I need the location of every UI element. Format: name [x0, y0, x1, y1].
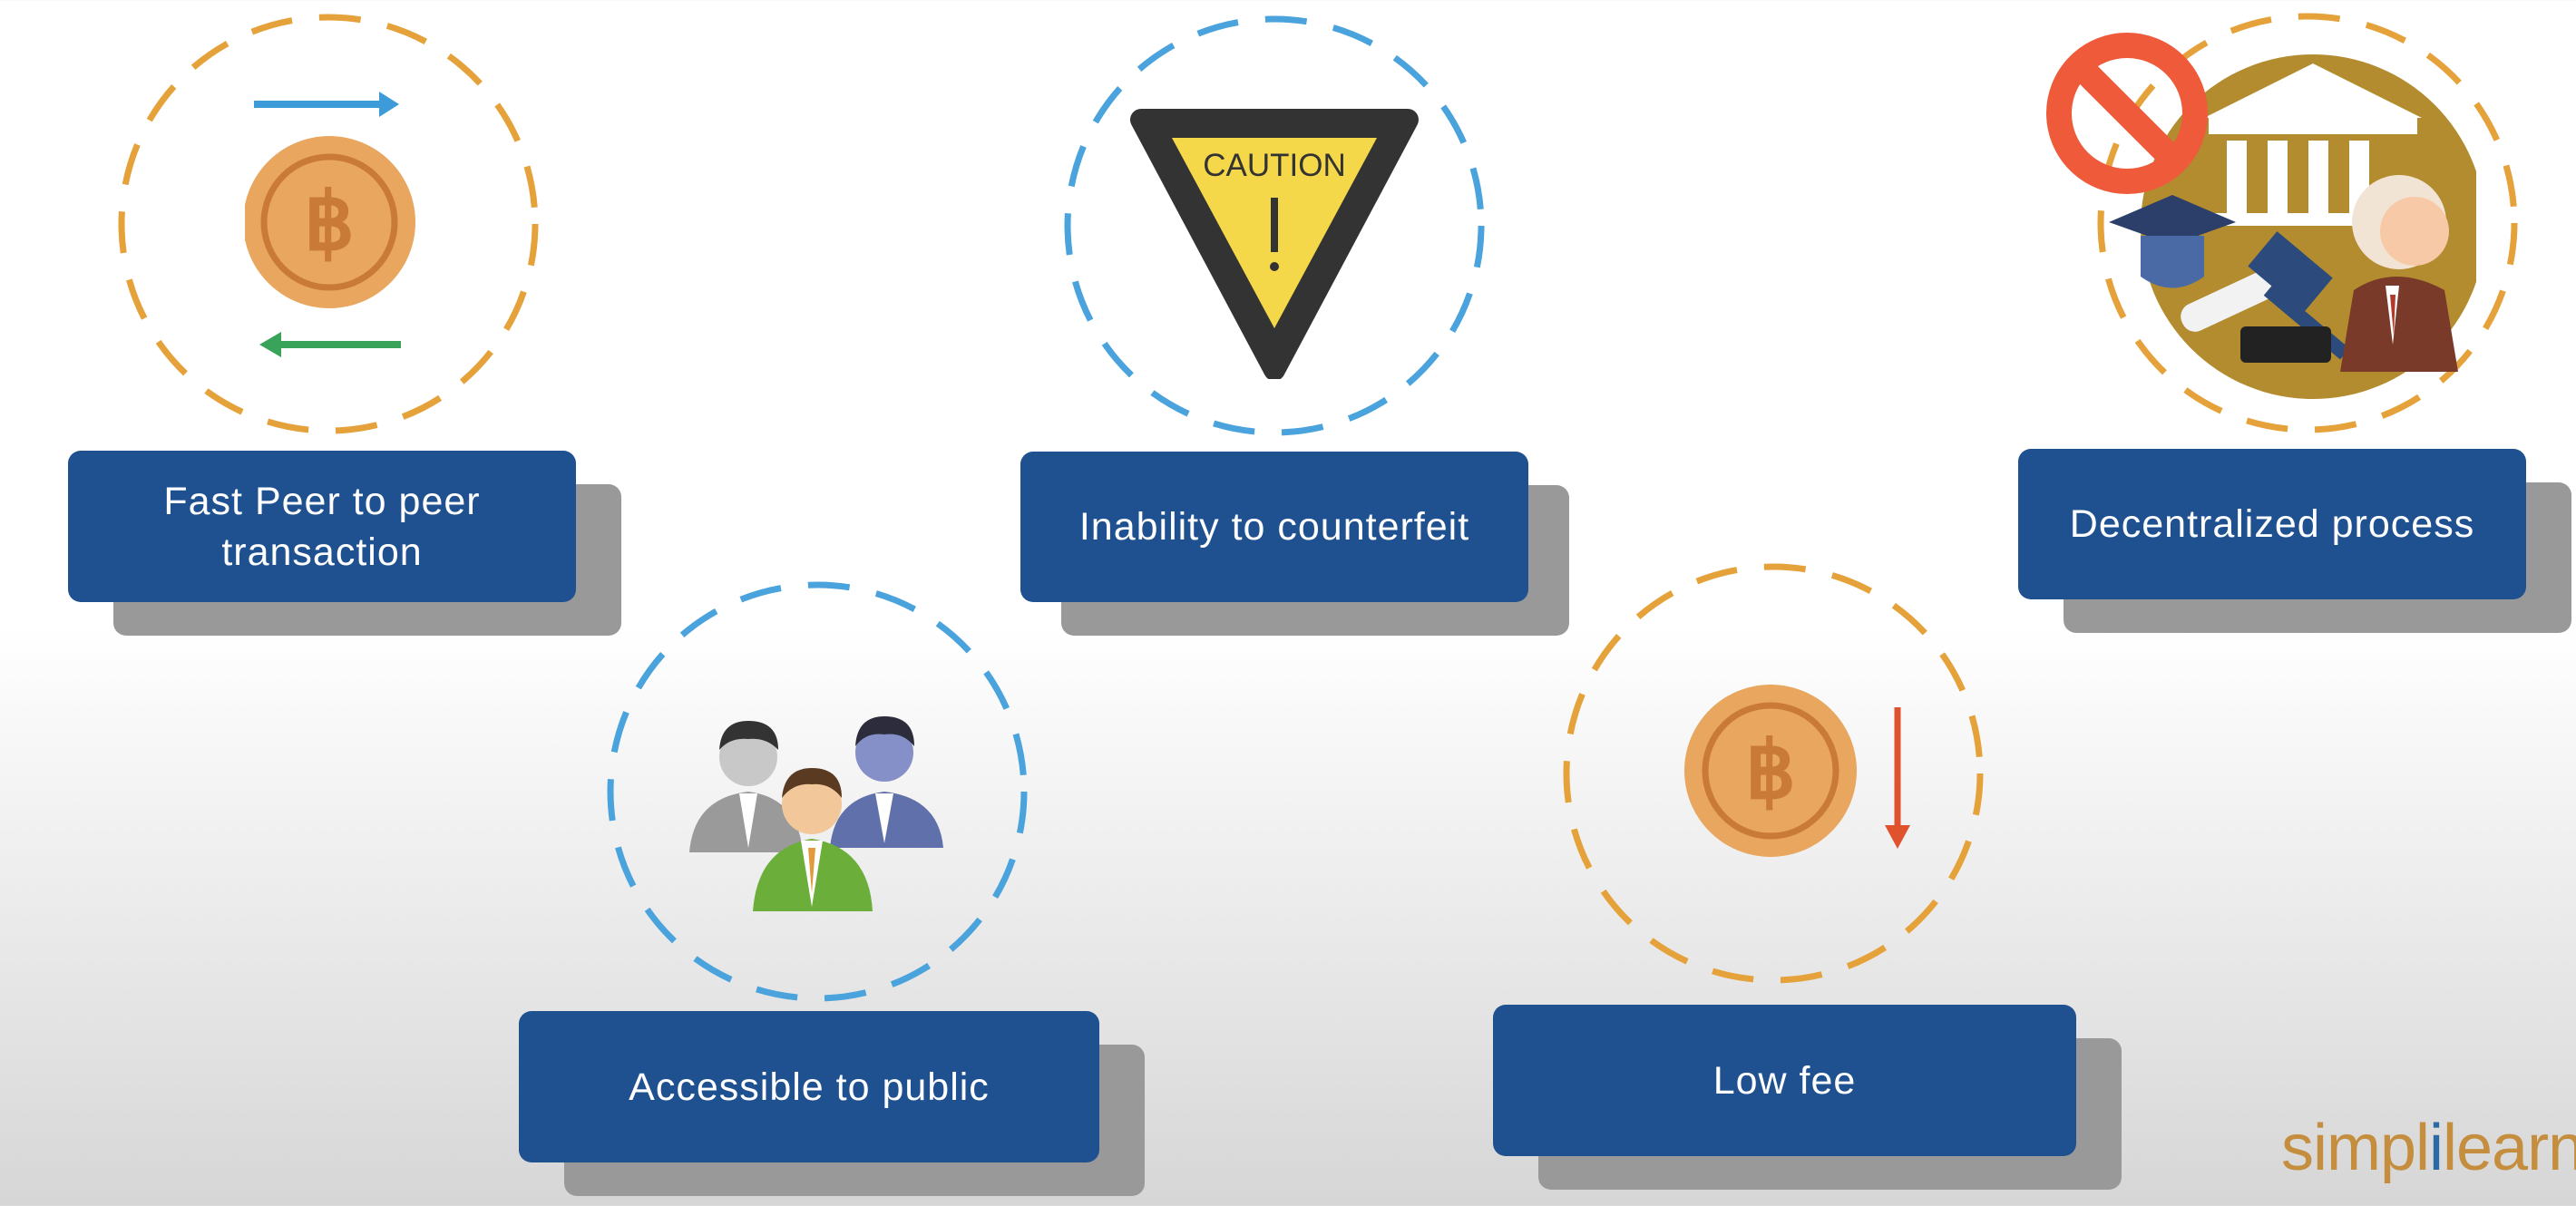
- label-decentralized: Decentralized process: [2018, 449, 2571, 633]
- bitcoin-exchange-arrows-icon: ฿: [245, 92, 415, 357]
- label-text: Accessible to public: [519, 1011, 1099, 1162]
- svg-text:฿: ฿: [1745, 725, 1796, 815]
- svg-text:฿: ฿: [304, 177, 355, 267]
- label-low-fee: Low fee: [1493, 1005, 2122, 1190]
- simplilearn-logo: simplilearn: [2281, 1112, 2576, 1184]
- no-central-authority-icon: [2046, 33, 2476, 399]
- label-text: Inability to counterfeit: [1020, 452, 1528, 602]
- label-counterfeit: Inability to counterfeit: [1020, 452, 1569, 636]
- dashed-ring-blue: [1063, 15, 1486, 437]
- dashed-ring-orange: [2097, 13, 2518, 433]
- caution-text: CAUTION: [1203, 148, 1346, 183]
- label-text: Decentralized process: [2018, 449, 2526, 599]
- people-group-icon: [689, 716, 943, 911]
- label-text: Low fee: [1493, 1005, 2076, 1156]
- dashed-ring-orange: [1562, 562, 1985, 985]
- dashed-ring-blue: [606, 580, 1029, 1003]
- label-text: Fast Peer to peer transaction: [68, 451, 576, 602]
- label-fast-peer: Fast Peer to peer transaction: [68, 451, 621, 636]
- label-accessible: Accessible to public: [519, 1011, 1145, 1196]
- dashed-ring-orange: [118, 14, 540, 435]
- bitcoin-down-arrow-icon: ฿: [1684, 685, 1910, 857]
- caution-sign-icon: CAUTION: [1130, 109, 1419, 379]
